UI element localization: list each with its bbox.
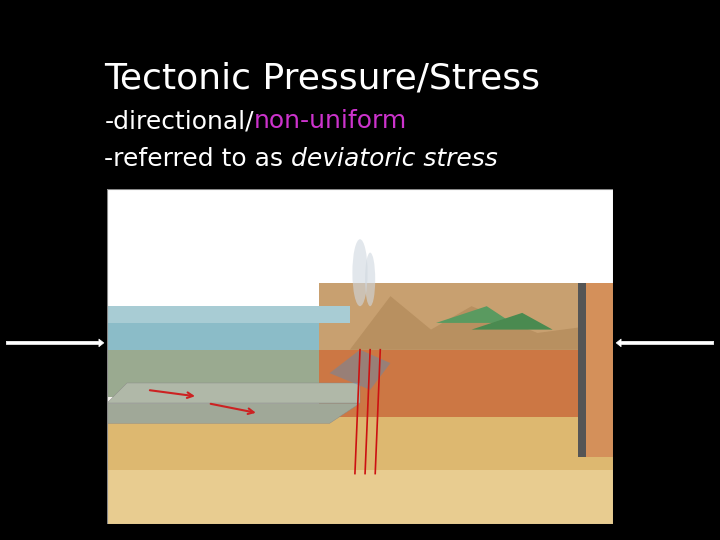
Polygon shape bbox=[330, 350, 390, 390]
Polygon shape bbox=[583, 283, 613, 457]
Polygon shape bbox=[107, 417, 613, 470]
Polygon shape bbox=[436, 306, 512, 323]
Text: deviatoric stress: deviatoric stress bbox=[292, 147, 498, 171]
Text: -directional/: -directional/ bbox=[104, 110, 254, 133]
Polygon shape bbox=[107, 403, 360, 423]
Ellipse shape bbox=[365, 253, 375, 306]
Polygon shape bbox=[472, 313, 553, 329]
Polygon shape bbox=[107, 470, 613, 524]
Polygon shape bbox=[107, 306, 350, 350]
Polygon shape bbox=[107, 383, 360, 403]
Polygon shape bbox=[107, 306, 350, 323]
Polygon shape bbox=[320, 283, 613, 350]
Text: non-uniform: non-uniform bbox=[254, 110, 407, 133]
Ellipse shape bbox=[352, 239, 368, 306]
Polygon shape bbox=[350, 296, 613, 350]
Polygon shape bbox=[320, 350, 613, 417]
Text: -referred to as: -referred to as bbox=[104, 147, 292, 171]
Text: Tectonic Pressure/Stress: Tectonic Pressure/Stress bbox=[104, 62, 541, 95]
Polygon shape bbox=[107, 350, 350, 396]
Bar bbox=[107, 189, 613, 306]
Bar bbox=[578, 283, 585, 457]
